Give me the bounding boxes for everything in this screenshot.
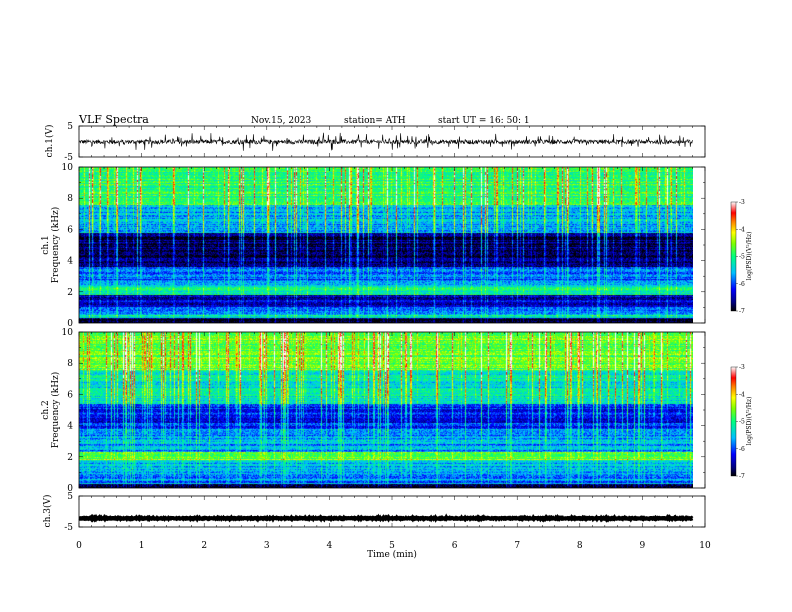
ch1-waveform-panel: 5 -5 ch.1(V) bbox=[44, 122, 706, 163]
time-tick-label: 4 bbox=[327, 541, 333, 551]
ch1-spectrogram-image bbox=[79, 167, 693, 323]
time-tick-label: 6 bbox=[452, 541, 458, 551]
ch1-colorbar-label: log(PSD)(V²/Hz) bbox=[746, 232, 753, 281]
colorbar-tick-label: -7 bbox=[739, 473, 745, 480]
colorbar-tick-label: -5 bbox=[739, 419, 745, 426]
colorbar-tick-label: -4 bbox=[739, 391, 745, 398]
ch1-spectrogram-ylabel-freq: Frequency (kHz) bbox=[50, 207, 61, 284]
frequency-tick-label: 4 bbox=[67, 422, 73, 432]
ch1-spectrogram-panel: 10 8 6 4 2 0 ch.1 Frequency (kHz) bbox=[41, 163, 706, 329]
time-axis-label: Time (min) bbox=[367, 549, 417, 560]
ch2-spectrogram-ylabel-freq: Frequency (kHz) bbox=[50, 372, 61, 449]
ch3-waveform-ylabel: ch.3(V) bbox=[42, 495, 53, 528]
frequency-tick-label: 0 bbox=[67, 319, 73, 329]
ch2-spectrogram-panel: 10 8 6 4 2 0 ch.2 Frequency (kHz) bbox=[41, 328, 706, 494]
ch1-colorbar: -3 -4 -5 -6 -7 log(PSD)(V²/Hz) bbox=[730, 199, 753, 315]
time-tick-label: 9 bbox=[640, 541, 646, 551]
ch2-colorbar-label: log(PSD)(V²/Hz) bbox=[746, 397, 753, 446]
colorbar-tick-label: -7 bbox=[739, 308, 745, 315]
frequency-tick-label: 0 bbox=[67, 484, 73, 494]
colorbar-tick-label: -6 bbox=[739, 446, 745, 453]
time-tick-label: 2 bbox=[201, 541, 207, 551]
colorbar-tick-label: -3 bbox=[739, 364, 745, 371]
time-tick-label: 1 bbox=[139, 541, 145, 551]
frequency-tick-label: 2 bbox=[67, 288, 73, 298]
waveform-tick-label: -5 bbox=[64, 523, 73, 533]
ch2-colorbar-gradient bbox=[730, 366, 737, 477]
time-tick-label: 8 bbox=[577, 541, 583, 551]
time-tick-label: 3 bbox=[264, 541, 270, 551]
ch1-colorbar-gradient bbox=[730, 201, 737, 312]
waveform-tick-label: 5 bbox=[67, 492, 73, 502]
figure-title: VLF Spectra bbox=[78, 113, 149, 126]
frequency-tick-label: 2 bbox=[67, 453, 73, 463]
frequency-tick-label: 8 bbox=[67, 359, 73, 369]
frequency-tick-label: 10 bbox=[62, 328, 74, 338]
waveform-tick-label: 5 bbox=[67, 122, 73, 132]
ch2-spectrogram-ylabel-channel: ch.2 bbox=[41, 400, 51, 419]
time-tick-label: 10 bbox=[699, 541, 711, 551]
frequency-tick-label: 4 bbox=[67, 257, 73, 267]
frequency-tick-label: 10 bbox=[62, 163, 74, 173]
colorbar-tick-label: -3 bbox=[739, 199, 745, 206]
colorbar-tick-label: -5 bbox=[739, 254, 745, 261]
ch3-waveform-trace bbox=[78, 513, 694, 523]
colorbar-tick-label: -6 bbox=[739, 281, 745, 288]
frequency-tick-label: 8 bbox=[67, 194, 73, 204]
colorbar-tick-label: -4 bbox=[739, 226, 745, 233]
ch1-spectrogram-ylabel-channel: ch.1 bbox=[41, 235, 51, 254]
time-axis: 0 1 2 3 4 5 6 7 8 9 10 Time (min) bbox=[76, 126, 711, 560]
ch2-colorbar: -3 -4 -5 -6 -7 log(PSD)(V²/Hz) bbox=[730, 364, 753, 480]
start-time-label: start UT = 16: 50: 1 bbox=[438, 116, 530, 126]
waveform-tick-label: -5 bbox=[64, 153, 73, 163]
frequency-tick-label: 6 bbox=[67, 225, 73, 235]
date-label: Nov.15, 2023 bbox=[251, 116, 312, 126]
frequency-tick-label: 6 bbox=[67, 390, 73, 400]
ch3-waveform-frame bbox=[78, 495, 706, 528]
time-tick-label: 7 bbox=[514, 541, 520, 551]
time-tick-label: 5 bbox=[389, 541, 395, 551]
ch1-waveform-trace bbox=[78, 132, 693, 151]
time-tick-label: 0 bbox=[76, 541, 82, 551]
ch2-spectrogram-image bbox=[79, 332, 693, 488]
ch1-waveform-ylabel: ch.1(V) bbox=[44, 125, 55, 158]
ch1-waveform-frame bbox=[78, 125, 706, 158]
station-label: station= ATH bbox=[344, 116, 406, 126]
